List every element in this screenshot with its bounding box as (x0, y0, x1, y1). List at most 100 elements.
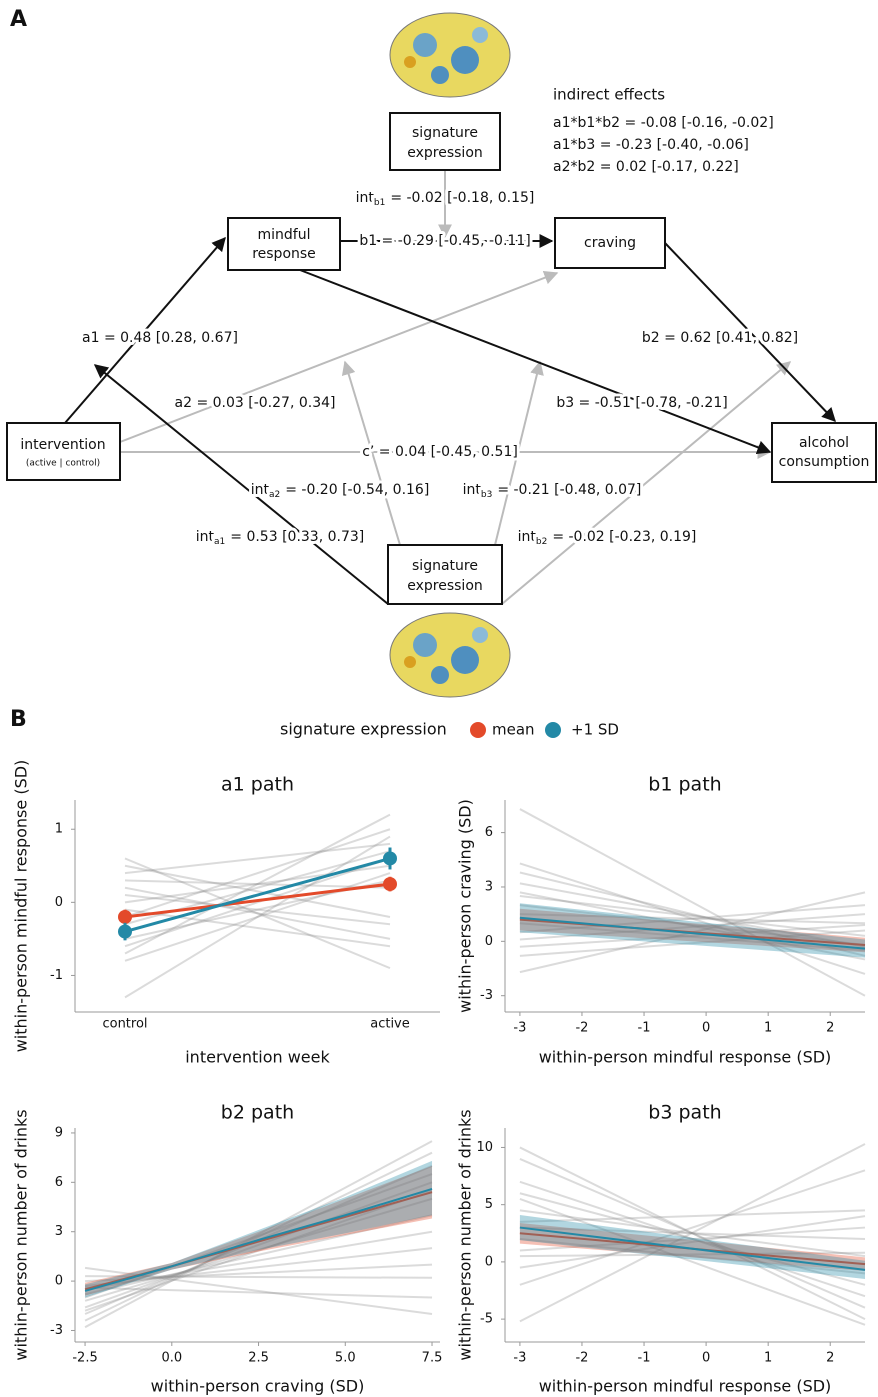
y-tick-label: 0 (485, 934, 493, 949)
label-subscript: a2 (269, 490, 280, 500)
path-label: c’ = 0.04 [-0.45, 0.51] (362, 444, 518, 460)
individual-line (124, 835, 391, 999)
indirect-effect: a1*b1*b2 = -0.08 [-0.16, -0.02] (553, 115, 774, 131)
individual-line (124, 857, 391, 970)
individual-line (519, 1146, 866, 1321)
x-tick-label: 2.5 (248, 1351, 269, 1366)
confidence-band (519, 903, 865, 958)
x-tick-label: 5.0 (335, 1351, 356, 1366)
individual-line (519, 891, 866, 961)
interaction-label: intb1 = -0.02 [-0.18, 0.15] (356, 190, 535, 208)
individual-line (84, 1151, 433, 1322)
label-prefix: int (251, 482, 270, 498)
individual-line (519, 862, 866, 975)
individual-line (519, 1198, 866, 1326)
y-tick-label: 6 (485, 825, 493, 840)
individual-line (519, 913, 866, 925)
label-prefix: int (518, 529, 537, 545)
series-line (519, 916, 866, 950)
x-tick-label: 0 (702, 1021, 710, 1036)
path-label: b2 = 0.62 [0.41, 0.82] (642, 330, 798, 346)
y-axis-label: within-person mindful response (SD) (12, 760, 31, 1053)
node-box (6, 422, 121, 481)
label-text: = -0.20 [-0.54, 0.16] (285, 482, 429, 498)
x-tick-label: active (370, 1017, 410, 1032)
x-tick-label: 2 (826, 1021, 834, 1036)
point (118, 924, 132, 939)
panel-label: A (10, 7, 27, 32)
indirect-effect: a2*b2 = 0.02 [-0.17, 0.22] (553, 159, 739, 175)
series-line (84, 1187, 433, 1292)
node-label: response (252, 246, 316, 262)
individual-line (85, 1286, 433, 1299)
node-label: craving (584, 235, 636, 251)
label-prefix: int (196, 529, 215, 545)
individual-line (124, 864, 391, 918)
individual-line (84, 1230, 433, 1291)
x-tick-label: 2 (826, 1351, 834, 1366)
y-tick-label: 0 (485, 1254, 493, 1269)
y-tick-label: -3 (50, 1323, 63, 1338)
individual-line (519, 924, 866, 948)
individual-line (519, 922, 866, 952)
node-box (387, 544, 503, 605)
brain-bottom (389, 612, 511, 698)
individual-line (124, 879, 391, 889)
y-tick-label: 6 (55, 1175, 63, 1190)
y-tick-label: 3 (485, 879, 493, 894)
node-sublabel: (active | control) (26, 459, 100, 469)
indirect-title: indirect effects (553, 86, 665, 104)
node-box (771, 422, 877, 483)
individual-line (519, 1157, 866, 1309)
individual-line (519, 882, 866, 948)
individual-line (85, 1263, 433, 1283)
interaction-label: intb3 = -0.21 [-0.48, 0.07] (463, 482, 642, 500)
individual-line (519, 895, 866, 937)
y-axis-label: within-person craving (SD) (456, 799, 475, 1013)
individual-line (519, 1215, 866, 1269)
x-tick-label: 0.0 (161, 1351, 182, 1366)
confidence-band (85, 1160, 433, 1298)
individual-line (519, 808, 866, 997)
chart-title: b1 path (648, 774, 721, 796)
path-label: b3 = -0.51 [-0.78, -0.21] (556, 395, 727, 411)
individual-line (519, 1180, 866, 1298)
individual-line (519, 871, 866, 957)
confidence-band (519, 1214, 865, 1280)
y-axis-label: within-person number of drinks (456, 1109, 475, 1360)
legend-title: signature expression (280, 720, 447, 739)
x-tick-label: 1 (764, 1351, 772, 1366)
node-label: signature (412, 558, 478, 574)
series-line (124, 857, 391, 934)
individual-line (84, 1197, 433, 1302)
x-tick-label: 0 (702, 1351, 710, 1366)
node-label: mindful (258, 227, 311, 243)
node-box (389, 112, 501, 171)
legend-label: mean (492, 721, 535, 739)
interaction-label: inta2 = -0.20 [-0.54, 0.16] (251, 482, 430, 500)
x-tick-label: -2 (575, 1351, 588, 1366)
individual-line (519, 929, 866, 957)
x-tick-label: -2 (575, 1021, 588, 1036)
individual-line (84, 1247, 433, 1288)
x-tick-label: -3 (513, 1351, 526, 1366)
x-tick-label: -1 (638, 1351, 651, 1366)
individual-line (124, 908, 391, 948)
node-label: expression (407, 145, 483, 161)
series-line (124, 882, 391, 919)
legend: mean +1 SD (470, 721, 619, 739)
individual-line (124, 857, 391, 948)
interaction-label: inta1 = 0.53 [0.33, 0.73] (196, 529, 365, 547)
y-tick-label: 1 (55, 822, 63, 837)
label-subscript: b1 (374, 198, 385, 208)
individual-line (519, 1226, 866, 1241)
point (118, 909, 132, 924)
label-text: = -0.02 [-0.18, 0.15] (390, 190, 534, 206)
individual-line (84, 1266, 433, 1316)
individual-line (519, 1251, 866, 1258)
individual-line (519, 1192, 866, 1286)
individual-line (519, 1209, 866, 1223)
point (383, 877, 397, 892)
x-axis-label: intervention week (185, 1048, 330, 1067)
